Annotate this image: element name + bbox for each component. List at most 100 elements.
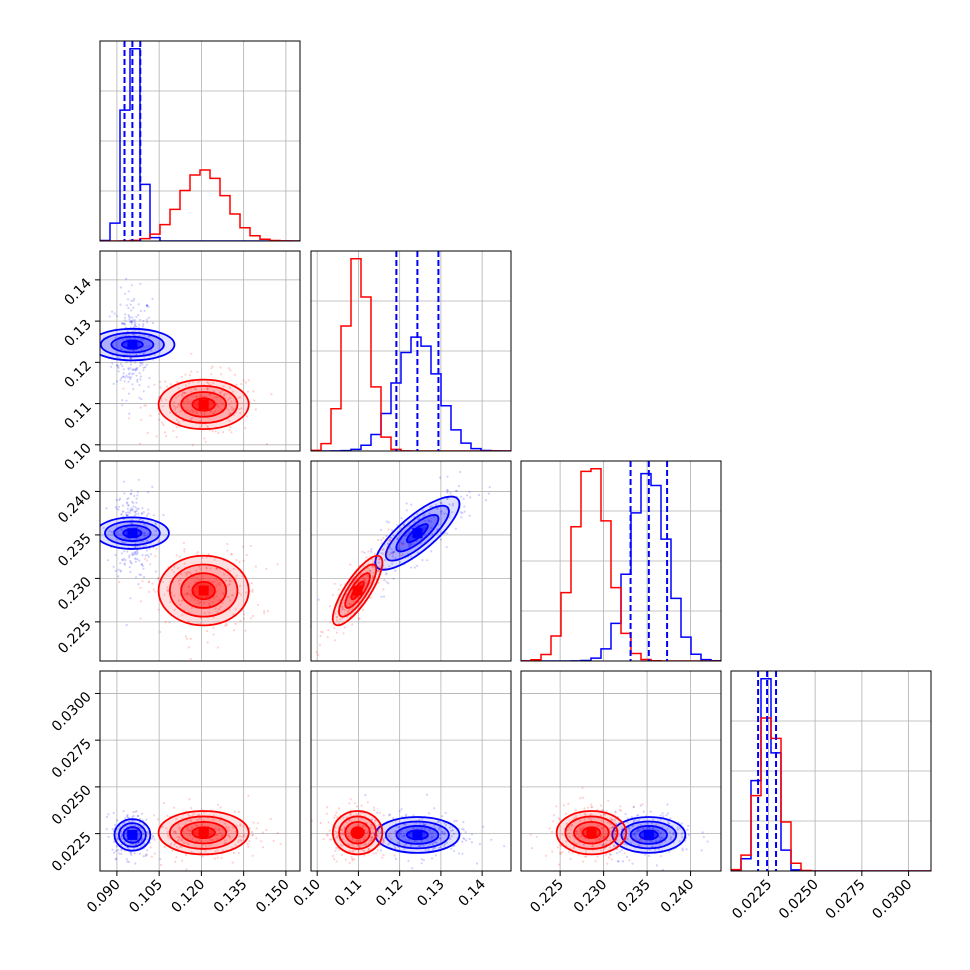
scatter-point [116, 355, 119, 358]
scatter-point [439, 501, 442, 505]
scatter-point [400, 517, 403, 520]
scatter-point [366, 830, 370, 834]
scatter-point [362, 576, 365, 579]
panel-content [311, 470, 491, 657]
scatter-point [127, 290, 130, 293]
scatter-point [119, 569, 122, 572]
scatter-point [416, 551, 420, 554]
scatter-point [126, 860, 129, 863]
scatter-point [189, 637, 192, 641]
scatter-point [127, 860, 130, 864]
scatter-point [195, 824, 198, 827]
scatter-point [118, 852, 121, 855]
scatter-point [139, 573, 142, 577]
scatter-point [239, 823, 242, 826]
density-peak [127, 528, 138, 539]
scatter-point [655, 864, 659, 867]
scatter-point [166, 586, 169, 589]
scatter-point [380, 849, 383, 852]
scatter-point [362, 608, 365, 612]
scatter-point [143, 534, 146, 537]
scatter-point [441, 830, 444, 834]
scatter-point [120, 552, 123, 555]
scatter-point [252, 821, 255, 824]
scatter-point [433, 847, 436, 850]
scatter-point [219, 832, 222, 835]
scatter-point [242, 379, 245, 382]
scatter-point [411, 867, 414, 870]
scatter-point [123, 562, 126, 565]
scatter-point [408, 530, 411, 533]
scatter-point [382, 853, 385, 857]
scatter-point [126, 816, 129, 819]
scatter-point [201, 556, 204, 560]
scatter-point [147, 508, 150, 511]
scatter-point [235, 574, 238, 577]
scatter-point [611, 818, 614, 821]
scatter-point [348, 861, 351, 865]
scatter-point [129, 851, 132, 854]
scatter-point [686, 828, 689, 831]
scatter-point [188, 814, 191, 818]
scatter-point [567, 802, 570, 805]
scatter-point [144, 544, 147, 548]
scatter-point [446, 475, 449, 478]
scatter-point [644, 853, 647, 856]
scatter-point [667, 821, 670, 825]
scatter-point [159, 858, 162, 861]
scatter-point [579, 829, 582, 832]
scatter-point [142, 319, 145, 323]
scatter-point [614, 830, 617, 833]
scatter-point [140, 563, 143, 566]
scatter-point [661, 836, 664, 840]
scatter-point [111, 848, 114, 851]
scatter-point [387, 528, 390, 531]
scatter-point [372, 852, 375, 855]
scatter-point [378, 827, 381, 830]
scatter-point [262, 846, 265, 849]
scatter-point [142, 567, 145, 570]
scatter-point [167, 835, 170, 839]
scatter-point [133, 319, 136, 322]
scatter-point [120, 362, 123, 366]
scatter-point [608, 853, 612, 856]
scatter-point [247, 845, 250, 849]
scatter-point [184, 384, 187, 387]
scatter-point [198, 565, 201, 568]
scatter-point [139, 378, 142, 381]
scatter-point [204, 850, 207, 853]
scatter-point [613, 820, 616, 823]
scatter-point [585, 855, 588, 858]
scatter-point [120, 322, 123, 325]
scatter-point [116, 837, 119, 840]
scatter-point [239, 619, 242, 622]
hist-panel-1 [310, 250, 512, 452]
scatter-point [365, 574, 368, 577]
scatter-point [212, 814, 215, 817]
scatter-point [251, 590, 254, 593]
density-peak [352, 827, 363, 838]
scatter-point [184, 391, 187, 395]
scatter-point [126, 298, 130, 301]
scatter-point [377, 549, 380, 552]
scatter-point [392, 577, 395, 580]
scatter-point [639, 828, 642, 832]
scatter-point [648, 827, 652, 830]
scatter-point [134, 843, 137, 846]
scatter-point [366, 567, 369, 570]
scatter-point [229, 396, 232, 400]
scatter-point [433, 807, 436, 810]
scatter-point [430, 857, 434, 860]
scatter-point [343, 608, 346, 611]
scatter-point [119, 497, 122, 500]
scatter-point [430, 837, 433, 840]
scatter-point [390, 559, 393, 562]
scatter-point [232, 851, 235, 855]
scatter-point [455, 489, 458, 492]
scatter-point [594, 838, 598, 842]
scatter-point [389, 826, 392, 829]
scatter-point [174, 408, 177, 411]
scatter-point [413, 840, 416, 843]
scatter-point [145, 514, 149, 517]
scatter-point [144, 404, 148, 407]
